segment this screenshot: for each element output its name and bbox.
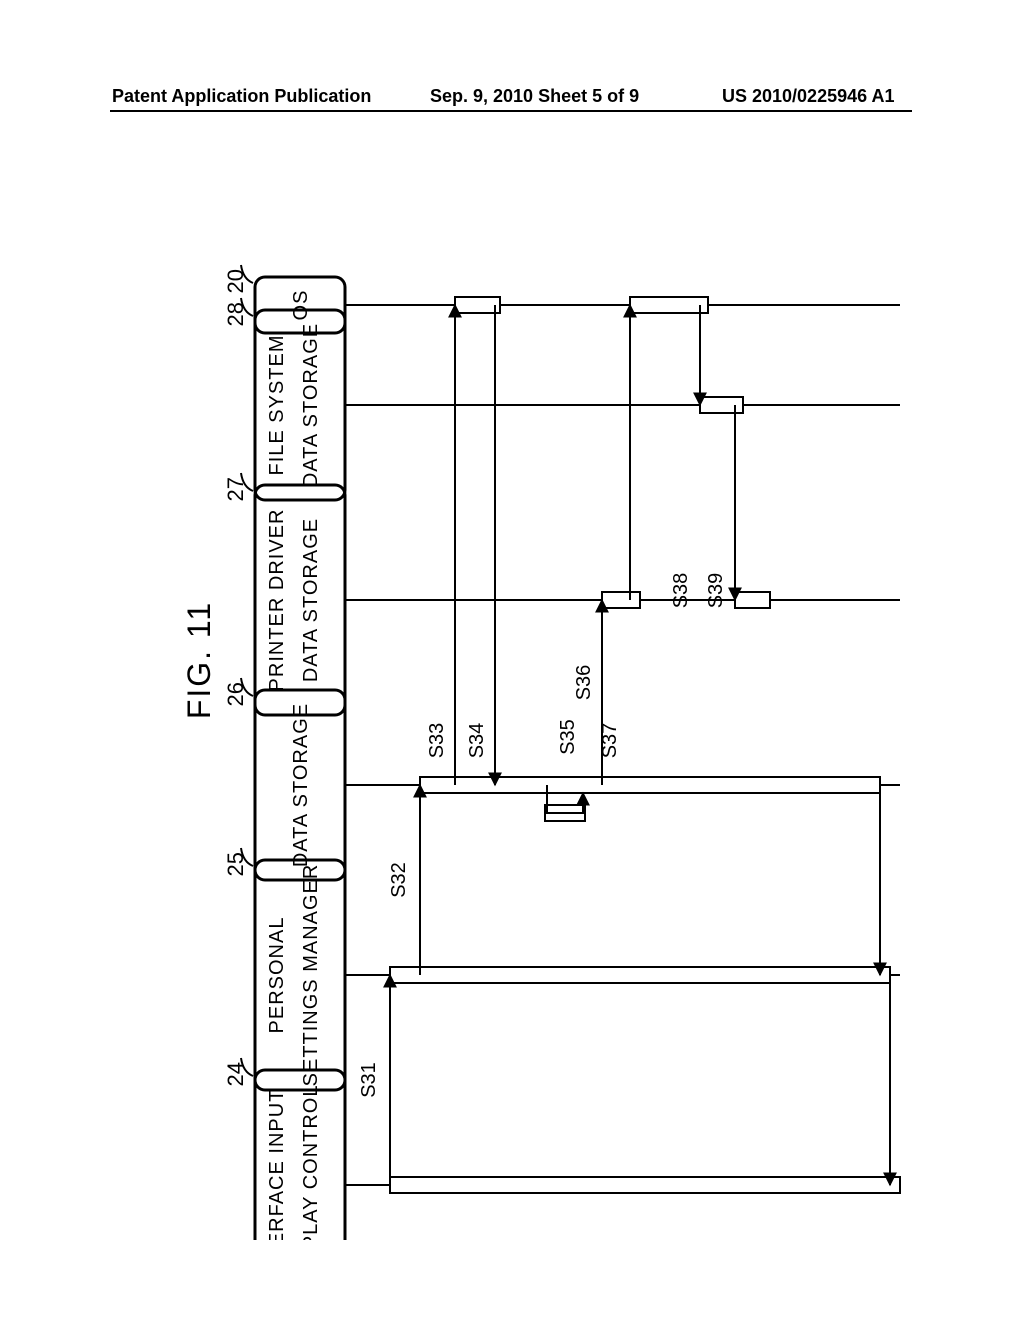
message-label: S33 xyxy=(426,723,448,759)
message-label: S39 xyxy=(705,573,727,609)
page: Patent Application Publication Sep. 9, 2… xyxy=(0,0,1024,1320)
header-center: Sep. 9, 2010 Sheet 5 of 9 xyxy=(430,86,639,107)
participant-label: OS xyxy=(290,290,312,321)
sequence-diagram: 24 INTERFACE INPUT DISPLAY CONTROL 25 PERSON… xyxy=(130,140,910,1240)
message-label: S34 xyxy=(466,723,488,759)
message-label: S35 xyxy=(557,719,579,755)
participant-label: INTERFACE INPUT xyxy=(266,1089,288,1240)
participant-tag: 25 xyxy=(223,852,248,876)
participant-label: FILE SYSTEM xyxy=(266,334,288,475)
figure-label: FIG. 11 xyxy=(181,601,217,719)
participant-tag: 28 xyxy=(223,302,248,326)
participant-tag: 26 xyxy=(223,682,248,706)
participant-label: PERSONAL xyxy=(266,917,288,1034)
participant-label: DATA STORAGE xyxy=(300,518,322,682)
participant-label: SETTINGS MANAGER xyxy=(300,864,322,1087)
message-label: S38 xyxy=(670,573,692,609)
participant-tag: 20 xyxy=(223,269,248,293)
message-label: S31 xyxy=(358,1062,380,1098)
message-label: S32 xyxy=(388,862,410,898)
participant-label: PRINTER DRIVER xyxy=(266,509,288,692)
header-right: US 2010/0225946 A1 xyxy=(722,86,894,107)
participant-tag: 27 xyxy=(223,477,248,501)
header-rule xyxy=(110,110,912,112)
participant-label: DATA STORAGE xyxy=(300,323,322,487)
participant-label: DATA STORAGE xyxy=(290,703,312,867)
message-label: S36 xyxy=(573,665,595,701)
message-label: S37 xyxy=(599,723,621,759)
header-left: Patent Application Publication xyxy=(112,86,371,107)
participant-label: DISPLAY CONTROL xyxy=(300,1085,322,1240)
participant-tag: 24 xyxy=(223,1062,248,1086)
